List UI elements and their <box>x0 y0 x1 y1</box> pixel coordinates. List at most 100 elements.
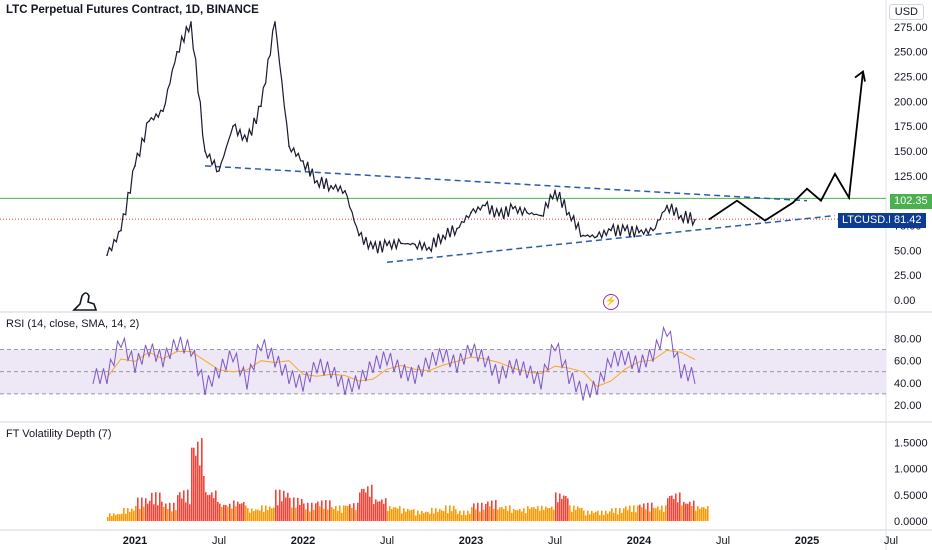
price-point <box>190 21 192 23</box>
volatility-bar <box>455 509 457 521</box>
volatility-bar <box>413 509 415 521</box>
volatility-bar <box>623 508 625 521</box>
volatility-bar <box>449 505 451 521</box>
volatility-bar <box>593 513 595 521</box>
price-point <box>638 231 640 234</box>
volatility-bar <box>201 438 203 521</box>
volatility-bar <box>667 498 669 521</box>
volatility-bar <box>315 503 317 521</box>
volatility-bar <box>673 498 675 521</box>
volatility-bar <box>121 513 123 521</box>
price-point <box>568 211 570 214</box>
volatility-bar <box>187 489 189 521</box>
volatility-bar <box>137 497 139 521</box>
price-point <box>106 254 108 257</box>
time-tick-label: 2023 <box>459 535 483 547</box>
price-tick-label: 275.00 <box>894 22 928 34</box>
volatility-bar <box>525 513 527 521</box>
volatility-bar <box>615 507 617 521</box>
volatility-bar <box>531 507 533 521</box>
volatility-bar <box>505 506 507 521</box>
volatility-bar <box>263 512 265 521</box>
volatility-bar <box>617 514 619 521</box>
volatility-tick-label: 1.5000 <box>894 437 928 449</box>
price-point <box>148 120 150 123</box>
time-tick-label: 2024 <box>627 535 652 547</box>
price-point <box>470 211 472 214</box>
price-point <box>218 170 220 172</box>
price-point <box>134 165 136 167</box>
volatility-bar <box>441 510 443 521</box>
price-point <box>694 218 696 221</box>
currency-selector[interactable]: USD <box>888 4 924 20</box>
volatility-bar <box>255 509 257 521</box>
volatility-bar <box>191 447 193 521</box>
price-point <box>512 207 514 210</box>
rsi-tick-label: 20.00 <box>894 400 922 412</box>
volatility-bar <box>251 508 253 521</box>
rsi-tick-label: 60.00 <box>894 356 922 368</box>
volatility-bar <box>693 500 695 521</box>
lightning-icon[interactable]: ⚡ <box>603 294 619 310</box>
volatility-bar <box>431 507 433 521</box>
volatility-bar <box>697 506 699 521</box>
volatility-bar <box>677 502 679 521</box>
price-point <box>302 160 304 162</box>
volatility-bar <box>197 441 199 521</box>
volatility-bar <box>209 494 211 521</box>
last-price-badge: 81.42 <box>890 213 926 228</box>
volatility-bar <box>503 508 505 521</box>
volatility-bar <box>109 513 111 521</box>
volatility-bar <box>363 488 365 521</box>
volatility-bar <box>135 505 137 521</box>
volatility-bar <box>293 497 295 521</box>
volatility-bar <box>125 513 127 521</box>
price-tick-label: 150.00 <box>894 146 928 158</box>
volatility-tick-label: 1.0000 <box>894 464 928 476</box>
volatility-bar <box>703 507 705 521</box>
volatility-bar <box>185 502 187 521</box>
volatility-bar <box>621 512 623 521</box>
volatility-bar <box>545 506 547 521</box>
volatility-bar <box>695 510 697 521</box>
volatility-bar <box>243 502 245 521</box>
volatility-bar <box>567 498 569 521</box>
rsi-tick-label: 40.00 <box>894 378 922 390</box>
volatility-bar <box>379 501 381 521</box>
volatility-bar <box>561 498 563 521</box>
volatility-bar <box>339 505 341 521</box>
volatility-bar <box>581 507 583 521</box>
volatility-bar <box>659 509 661 521</box>
volatility-bar <box>407 508 409 521</box>
price-point <box>204 150 206 152</box>
volatility-bar <box>687 503 689 521</box>
volatility-bar <box>549 507 551 521</box>
volatility-bar <box>461 515 463 521</box>
price-point <box>540 214 542 217</box>
volatility-bar <box>541 505 543 521</box>
volatility-bar <box>151 492 153 521</box>
volatility-bar <box>123 507 125 521</box>
volatility-bar <box>111 516 113 521</box>
volatility-bar <box>559 493 561 521</box>
volatility-bar <box>269 506 271 521</box>
price-point <box>176 50 178 53</box>
volatility-bar <box>227 506 229 521</box>
time-tick-label: Jul <box>380 535 394 547</box>
volatility-bar <box>189 504 191 521</box>
volatility-bar <box>477 502 479 521</box>
volatility-bar <box>599 515 601 521</box>
volatility-bar <box>681 505 683 521</box>
price-point <box>624 229 626 232</box>
volatility-bar <box>415 515 417 521</box>
volatility-bar <box>265 505 267 521</box>
volatility-bar <box>569 505 571 521</box>
volatility-bar <box>583 510 585 521</box>
volatility-bar <box>655 508 657 521</box>
volatility-bar <box>397 508 399 521</box>
rsi-line <box>92 325 696 401</box>
volatility-bar <box>469 513 471 521</box>
volatility-bar <box>613 512 615 521</box>
volatility-bar <box>535 508 537 521</box>
